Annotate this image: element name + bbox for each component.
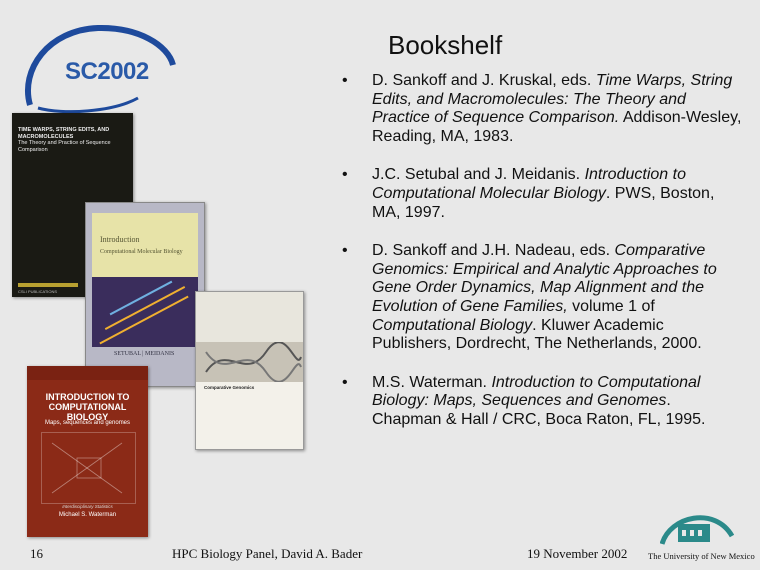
slide-title: Bookshelf (388, 30, 503, 60)
reference-authors: D. Sankoff and J. Kruskal, eds. (372, 72, 596, 89)
reference-title: Introduction to Computational Biology: M… (372, 373, 701, 410)
sc2002-logo-text: SC2002 (65, 58, 149, 85)
book-top-strip (27, 366, 148, 380)
book-subtitle-text: The Theory and Practice of Sequence Comp… (18, 140, 111, 153)
book-title: Comparative Genomics (204, 385, 255, 390)
reference-title: Comparative Genomics: Empirical and Anal… (372, 242, 717, 315)
reference-authors: D. Sankoff and J.H. Nadeau, eds. (372, 242, 615, 260)
reference-publisher: . Chapman & Hall / CRC, Boca Raton, FL, … (372, 392, 706, 428)
book-cover-setubal-meidanis: Introduction Computational Molecular Bio… (85, 202, 205, 387)
book-subtitle: Maps, sequences and genomes (44, 420, 131, 426)
university-name: The University of New Mexico (648, 551, 755, 561)
bullet-icon: • (342, 166, 348, 184)
reference-publisher: Addison-Wesley, Reading, MA, 1983. (372, 109, 742, 145)
book-subtitle: Computational Molecular Biology (100, 249, 183, 255)
book-title: Introduction (100, 235, 140, 244)
reference-publisher: . Kluwer Academic Publishers, Dordrecht,… (372, 316, 702, 353)
book-header (196, 292, 303, 342)
book-cover-waterman: INTRODUCTION TO COMPUTATIONAL BIOLOGY Ma… (27, 366, 148, 537)
reference-authors: J.C. Setubal and J. Meidanis. (372, 166, 585, 184)
reference-item: • J.C. Setubal and J. Meidanis. Introduc… (342, 166, 742, 222)
reference-item: • D. Sankoff and J. Kruskal, eds. Time W… (342, 72, 742, 146)
book-title-text: TIME WARPS, STRING EDITS, AND MACROMOLEC… (18, 127, 110, 140)
reference-publisher: . PWS, Boston, MA, 1997. (372, 184, 715, 221)
book-artwork (92, 277, 198, 347)
reference-item: • D. Sankoff and J.H. Nadeau, eds. Compa… (342, 242, 742, 354)
reference-title: Time Warps, String Edits, and Macromolec… (372, 72, 733, 127)
bullet-icon: • (342, 72, 348, 89)
bullet-icon: • (342, 242, 348, 260)
footer-presentation: HPC Biology Panel, David A. Bader (172, 546, 363, 561)
bullet-icon: • (342, 373, 348, 391)
book-author: Michael S. Waterman (58, 512, 117, 518)
reference-volume: volume 1 of (567, 297, 655, 315)
book-dna-artwork (196, 341, 303, 383)
reference-series: Computational Biology (372, 316, 533, 334)
page-number: 16 (30, 546, 43, 561)
reference-authors: M.S. Waterman. (372, 373, 492, 391)
reference-list: • D. Sankoff and J. Kruskal, eds. Time W… (342, 72, 742, 450)
book-cover-comparative-genomics: Comparative Genomics (195, 291, 304, 450)
reference-item: • M.S. Waterman. Introduction to Computa… (342, 374, 742, 430)
unm-logo-icon (660, 515, 734, 545)
book-series: Interdisciplinary Statistics (62, 504, 113, 509)
sc2002-logo-icon (25, 24, 176, 114)
book-authors: SETUBAL | MEIDANIS (114, 351, 175, 357)
book-title: TIME WARPS, STRING EDITS, AND MACROMOLEC… (18, 127, 128, 153)
book-title-panel: Introduction Computational Molecular Bio… (92, 213, 198, 277)
book-title: INTRODUCTION TO COMPUTATIONAL BIOLOGY (45, 392, 130, 422)
reference-title: Introduction to Computational Molecular … (372, 166, 686, 202)
book-accent-bar (18, 283, 78, 287)
book-publisher: CSLI PUBLICATIONS (18, 289, 58, 294)
footer-date: 19 November 2002 (527, 546, 628, 561)
book-diagram (41, 432, 136, 504)
